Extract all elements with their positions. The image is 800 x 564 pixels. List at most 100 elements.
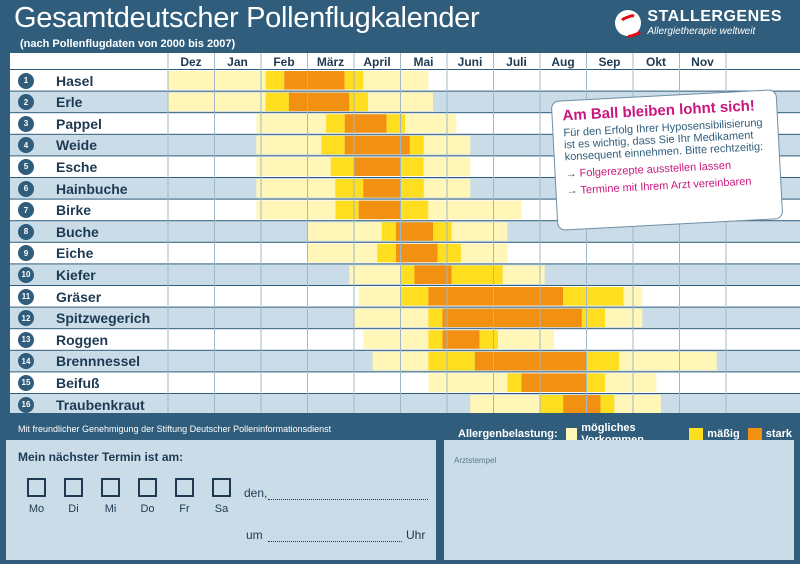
month-label: Juli bbox=[506, 55, 527, 69]
data-cell bbox=[377, 243, 396, 263]
plant-row-label: 8 Buche bbox=[0, 221, 99, 242]
weekday-sa[interactable]: Sa bbox=[203, 478, 240, 515]
legend-title: Allergenbelastung: bbox=[458, 428, 558, 440]
data-cell bbox=[451, 222, 508, 241]
row-number-badge: 8 bbox=[18, 223, 34, 240]
month-label: Jan bbox=[227, 55, 248, 69]
callout-text: Für den Erfolg Ihrer Hyposensibilisierun… bbox=[563, 116, 764, 164]
plant-name: Pappel bbox=[56, 115, 102, 132]
data-cell bbox=[335, 179, 364, 198]
data-cell bbox=[358, 287, 401, 306]
checkbox[interactable] bbox=[138, 478, 157, 497]
month-label: März bbox=[316, 55, 345, 69]
data-cell bbox=[442, 330, 480, 349]
month-label: April bbox=[363, 55, 391, 69]
data-cell bbox=[256, 157, 331, 176]
checkbox[interactable] bbox=[64, 478, 83, 497]
checkbox[interactable] bbox=[175, 478, 194, 497]
data-cell bbox=[284, 71, 345, 90]
data-cell bbox=[502, 265, 545, 284]
data-cell bbox=[354, 308, 429, 328]
date-line[interactable] bbox=[268, 499, 428, 500]
data-cell bbox=[363, 71, 429, 90]
plant-name: Esche bbox=[56, 158, 98, 175]
data-cell bbox=[256, 200, 336, 220]
row-number-badge: 1 bbox=[18, 72, 34, 89]
data-cell bbox=[363, 330, 429, 349]
data-cell bbox=[563, 287, 624, 306]
plant-row-label: 15 Beifuß bbox=[0, 372, 100, 393]
plant-row-label: 6 Hainbuche bbox=[0, 178, 128, 199]
data-cell bbox=[614, 395, 661, 413]
row-number-badge: 12 bbox=[18, 310, 34, 327]
data-cell bbox=[586, 373, 606, 392]
data-cell bbox=[349, 92, 368, 112]
data-cell bbox=[395, 243, 438, 263]
month-label: Aug bbox=[551, 55, 575, 69]
stamp-label: Arztstempel bbox=[454, 456, 497, 465]
plant-name: Spitzwegerich bbox=[56, 310, 151, 327]
data-cell bbox=[581, 308, 606, 328]
brand-logo-icon bbox=[615, 9, 642, 36]
data-cell bbox=[265, 92, 289, 112]
arrow-right-icon: → bbox=[565, 167, 577, 181]
data-cell bbox=[256, 114, 327, 133]
data-cell bbox=[326, 114, 345, 133]
month-label: Mai bbox=[413, 55, 434, 69]
arrow-right-icon: → bbox=[566, 184, 578, 198]
row-number-badge: 7 bbox=[18, 202, 34, 219]
plant-row-label: 16 Traubenkraut bbox=[0, 394, 145, 415]
page-subtitle: (nach Pollenflugdaten von 2000 bis 2007) bbox=[20, 38, 236, 50]
plant-row-label: 2 Erle bbox=[0, 92, 82, 113]
month-label: Okt bbox=[645, 55, 666, 69]
plant-row-label: 7 Birke bbox=[0, 200, 91, 221]
data-cell bbox=[409, 135, 424, 155]
data-cell bbox=[265, 71, 285, 90]
plant-row-label: 11 Gräser bbox=[0, 286, 101, 307]
plant-name: Hasel bbox=[56, 72, 94, 89]
time-suffix: Uhr bbox=[406, 528, 426, 542]
weekday-do[interactable]: Do bbox=[129, 478, 166, 515]
weekday-checkboxes: Mo Di Mi Do Fr Sa bbox=[18, 478, 240, 515]
row-number-badge: 16 bbox=[18, 396, 34, 413]
data-cell bbox=[381, 222, 396, 241]
checkbox[interactable] bbox=[27, 478, 46, 497]
row-number-badge: 10 bbox=[18, 266, 34, 283]
checkbox[interactable] bbox=[212, 478, 231, 497]
weekday-di[interactable]: Di bbox=[55, 478, 92, 515]
data-cell bbox=[507, 373, 522, 392]
data-cell bbox=[474, 351, 587, 371]
page-title: Gesamtdeutscher Pollenflugkalender bbox=[14, 2, 480, 34]
checkbox[interactable] bbox=[101, 478, 120, 497]
data-cell bbox=[498, 330, 554, 349]
weekday-fr[interactable]: Fr bbox=[166, 478, 203, 515]
credit-text: Mit freundlicher Genehmigung der Stiftun… bbox=[18, 424, 332, 434]
weekday-mi[interactable]: Mi bbox=[92, 478, 129, 515]
month-label: Dez bbox=[180, 55, 202, 69]
plant-name: Traubenkraut bbox=[56, 396, 145, 413]
plant-name: Brennnessel bbox=[56, 353, 141, 370]
weekday-mo[interactable]: Mo bbox=[18, 478, 55, 515]
plant-row-label: 3 Pappel bbox=[0, 113, 102, 134]
plant-row-label: 14 Brennnessel bbox=[0, 351, 140, 372]
data-cell bbox=[395, 222, 434, 241]
data-cell bbox=[344, 135, 410, 155]
time-line[interactable] bbox=[268, 541, 402, 542]
data-cell bbox=[428, 351, 475, 371]
appointment-title: Mein nächster Termin ist am: bbox=[18, 450, 184, 464]
data-cell bbox=[363, 179, 401, 198]
plant-row-label: 4 Weide bbox=[0, 135, 97, 156]
data-cell bbox=[428, 330, 443, 349]
row-number-badge: 14 bbox=[18, 353, 34, 370]
data-cell bbox=[586, 351, 620, 371]
data-cell bbox=[386, 114, 406, 133]
row-number-badge: 3 bbox=[18, 115, 34, 132]
data-cell bbox=[344, 114, 387, 133]
month-header-band bbox=[10, 53, 800, 69]
month-label: Juni bbox=[457, 55, 483, 69]
plant-row-label: 1 Hasel bbox=[0, 70, 93, 91]
plant-name: Beifuß bbox=[56, 374, 100, 391]
plant-row-label: 12 Spitzwegerich bbox=[0, 308, 150, 329]
brand-tagline: Allergietherapie weltweit bbox=[647, 26, 756, 37]
data-cell bbox=[307, 243, 378, 263]
